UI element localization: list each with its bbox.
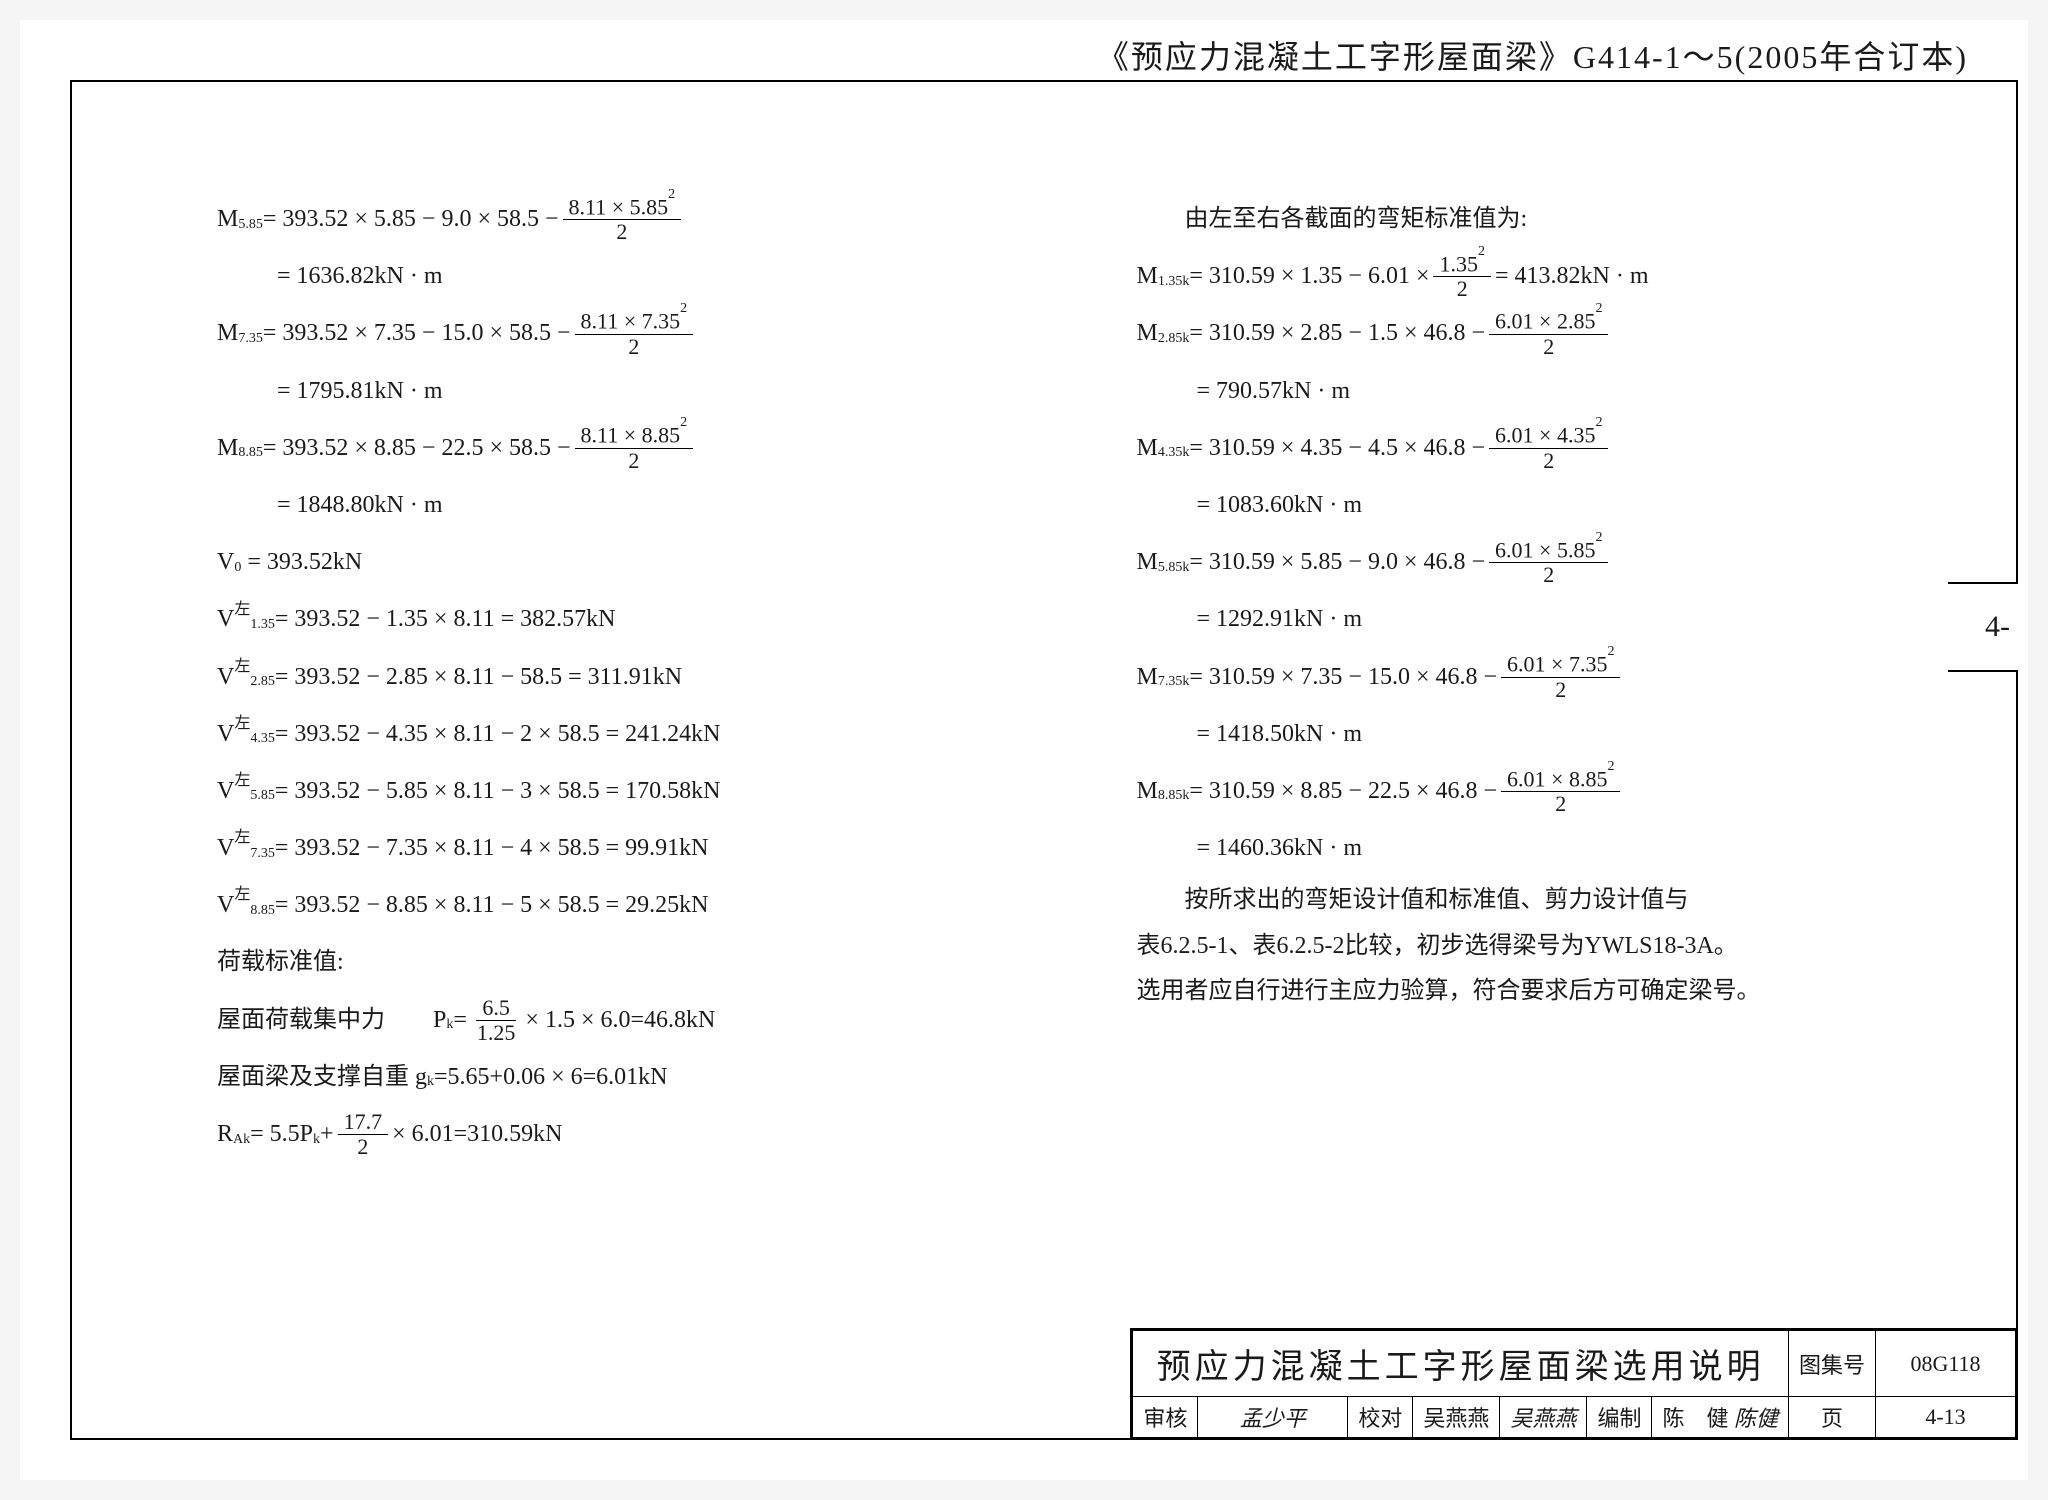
eq-v135: V左1.35= 393.52 − 1.35 × 8.11 = 382.57kN bbox=[217, 592, 1037, 647]
side-tab: 4- bbox=[1948, 582, 2018, 672]
eq-v0: V0 = 393.52kN bbox=[217, 535, 1037, 590]
eq-v885: V左8.85= 393.52 − 8.85 × 8.11 − 5 × 58.5 … bbox=[217, 878, 1037, 933]
shenhe-label: 审核 bbox=[1133, 1397, 1198, 1438]
eq-v285: V左2.85= 393.52 − 2.85 × 8.11 − 58.5 = 31… bbox=[217, 650, 1037, 705]
conclusion-p3: 选用者应自行进行主应力验算，符合要求后方可确定梁号。 bbox=[1137, 969, 1957, 1015]
eq-v435: V左4.35= 393.52 − 4.35 × 8.11 − 2 × 58.5 … bbox=[217, 707, 1037, 762]
frame: M5.85 = 393.52 × 5.85 − 9.0 × 58.5 − 8.1… bbox=[70, 80, 2018, 1440]
eq-v735: V左7.35= 393.52 − 7.35 × 8.11 − 4 × 58.5 … bbox=[217, 821, 1037, 876]
page: 《预应力混凝土工字形屋面梁》G414-1～5(2005年合订本) M5.85 =… bbox=[20, 20, 2028, 1480]
bianzhi-label: 编制 bbox=[1587, 1397, 1652, 1438]
page-header: 《预应力混凝土工字形屋面梁》G414-1～5(2005年合订本) bbox=[1097, 32, 1968, 78]
eq-rak: R Ak = 5.5Pk + 17.72 × 6.01=310.59kN bbox=[217, 1107, 1037, 1162]
eq-pk: 屋面荷载集中力 Pk= 6.51.25 × 1.5 × 6.0=46.8kN bbox=[217, 993, 1037, 1048]
eq-m885: M8.85 = 393.52 × 8.85 − 22.5 × 58.5 − 8.… bbox=[217, 421, 1037, 476]
eq-m285k-res: = 790.57kN · m bbox=[1137, 364, 1957, 419]
jiaodui-label: 校对 bbox=[1348, 1397, 1413, 1438]
eq-m885k-res: = 1460.36kN · m bbox=[1137, 821, 1957, 876]
title-block: 预应力混凝土工字形屋面梁选用说明 图集号 08G118 审核 孟少平 校对 吴燕… bbox=[1130, 1328, 2016, 1438]
content-area: M5.85 = 393.52 × 5.85 − 9.0 × 58.5 − 8.1… bbox=[217, 192, 1956, 1164]
eq-m585: M5.85 = 393.52 × 5.85 − 9.0 × 58.5 − 8.1… bbox=[217, 192, 1037, 247]
eq-m585-res: = 1636.82kN · m bbox=[217, 249, 1037, 304]
eq-m735: M7.35 = 393.52 × 7.35 − 15.0 × 58.5 − 8.… bbox=[217, 306, 1037, 361]
bianzhi-sig: 陈健 bbox=[1734, 1406, 1778, 1431]
eq-v585: V左5.85= 393.52 − 5.85 × 8.11 − 3 × 58.5 … bbox=[217, 764, 1037, 819]
atlas-label: 图集号 bbox=[1788, 1331, 1875, 1397]
eq-gk: 屋面梁及支撑自重 gk=5.65+0.06 × 6=6.01kN bbox=[217, 1050, 1037, 1105]
right-column: 由左至右各截面的弯矩标准值为: M1.35k = 310.59 × 1.35 −… bbox=[1137, 192, 1957, 1164]
eq-m435k: M4.35k = 310.59 × 4.35 − 4.5 × 46.8 − 6.… bbox=[1137, 421, 1957, 476]
jiaodui-name: 吴燕燕 bbox=[1413, 1397, 1500, 1438]
conclusion-p1: 按所求出的弯矩设计值和标准值、剪力设计值与 bbox=[1137, 878, 1957, 924]
shenhe-sig: 孟少平 bbox=[1198, 1397, 1348, 1438]
conclusion-p2: 表6.2.5-1、表6.2.5-2比较，初步选得梁号为YWLS18-3A。 bbox=[1137, 924, 1957, 970]
atlas-number: 08G118 bbox=[1876, 1331, 2016, 1397]
eq-m735k-res: = 1418.50kN · m bbox=[1137, 707, 1957, 762]
eq-m735-res: = 1795.81kN · m bbox=[217, 364, 1037, 419]
eq-m585k: M5.85k = 310.59 × 5.85 − 9.0 × 46.8 − 6.… bbox=[1137, 535, 1957, 590]
bianzhi-name: 陈 健 bbox=[1662, 1406, 1728, 1431]
eq-m285k: M2.85k = 310.59 × 2.85 − 1.5 × 46.8 − 6.… bbox=[1137, 306, 1957, 361]
page-number: 4-13 bbox=[1876, 1397, 2016, 1438]
label-hzbz: 荷载标准值: bbox=[217, 935, 1037, 990]
right-intro: 由左至右各截面的弯矩标准值为: bbox=[1137, 192, 1957, 247]
eq-m885-res: = 1848.80kN · m bbox=[217, 478, 1037, 533]
left-column: M5.85 = 393.52 × 5.85 − 9.0 × 58.5 − 8.1… bbox=[217, 192, 1037, 1164]
eq-m435k-res: = 1083.60kN · m bbox=[1137, 478, 1957, 533]
drawing-title: 预应力混凝土工字形屋面梁选用说明 bbox=[1133, 1331, 1789, 1397]
eq-m735k: M7.35k = 310.59 × 7.35 − 15.0 × 46.8 − 6… bbox=[1137, 650, 1957, 705]
eq-m885k: M8.85k = 310.59 × 8.85 − 22.5 × 46.8 − 6… bbox=[1137, 764, 1957, 819]
eq-m585k-res: = 1292.91kN · m bbox=[1137, 592, 1957, 647]
eq-m135k: M1.35k = 310.59 × 1.35 − 6.01 × 1.3522 =… bbox=[1137, 249, 1957, 304]
jiaodui-sig: 吴燕燕 bbox=[1500, 1397, 1587, 1438]
page-label: 页 bbox=[1788, 1397, 1875, 1438]
